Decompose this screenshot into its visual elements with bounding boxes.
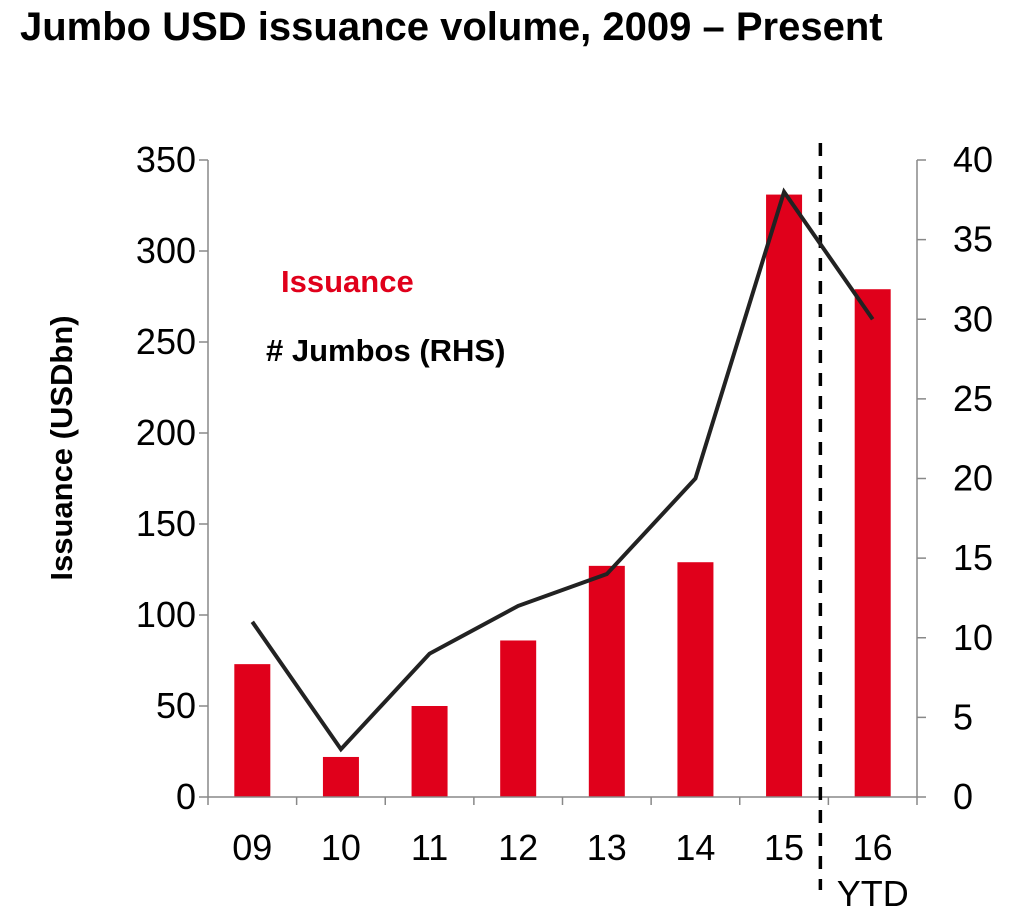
- jumbos-line: [250, 187, 875, 753]
- left-tick-label: 350: [136, 139, 196, 180]
- left-tick-label: 250: [136, 321, 196, 362]
- x-tick-label-11: 11: [411, 827, 448, 868]
- right-tick-label: 25: [953, 378, 993, 419]
- bar-15: [766, 194, 803, 797]
- x-tick-label-10: 10: [321, 827, 361, 868]
- left-tick-label: 150: [136, 503, 196, 544]
- left-tick-label: 0: [176, 776, 196, 817]
- x-tick-label-14: 14: [675, 827, 715, 868]
- x-tick-label-15: 15: [764, 827, 804, 868]
- axes-group: 0 50 100 150 200 250 300 350 0 5 10 15 20 25 30 35 40 09 1…: [136, 139, 993, 913]
- legend-issuance: Issuance: [281, 264, 414, 299]
- right-tick-label: 10: [953, 617, 993, 658]
- x-tick-label-13: 13: [587, 827, 627, 868]
- y-axis-label: Issuance (USDbn): [44, 315, 79, 580]
- x-tick-label-16: 16: [853, 827, 893, 868]
- bar-12: [500, 640, 537, 797]
- bars-group: [234, 194, 891, 797]
- bar-09: [234, 664, 271, 797]
- left-tick-label: 50: [156, 685, 196, 726]
- right-tick-label: 15: [953, 537, 993, 578]
- bar-14: [677, 562, 714, 797]
- bar-10: [322, 756, 359, 797]
- x-tick-note: YTD: [837, 873, 909, 913]
- right-tick-label: 5: [953, 696, 973, 737]
- x-tick-label-12: 12: [498, 827, 538, 868]
- left-tick-label: 200: [136, 412, 196, 453]
- right-tick-label: 35: [953, 219, 993, 260]
- left-tick-label: 300: [136, 230, 196, 271]
- right-tick-label: 20: [953, 458, 993, 499]
- right-tick-label: 0: [953, 776, 973, 817]
- x-tick-label-09: 09: [232, 827, 272, 868]
- bar-11: [411, 706, 448, 797]
- bar-13: [588, 565, 625, 797]
- left-tick-label: 100: [136, 594, 196, 635]
- right-tick-label: 30: [953, 298, 993, 339]
- right-tick-label: 40: [953, 139, 993, 180]
- chart-title: Jumbo USD issuance volume, 2009 – Presen…: [20, 5, 883, 49]
- legend-jumbos: # Jumbos (RHS): [266, 333, 505, 368]
- bar-16: [854, 289, 891, 797]
- line-group: [250, 187, 875, 753]
